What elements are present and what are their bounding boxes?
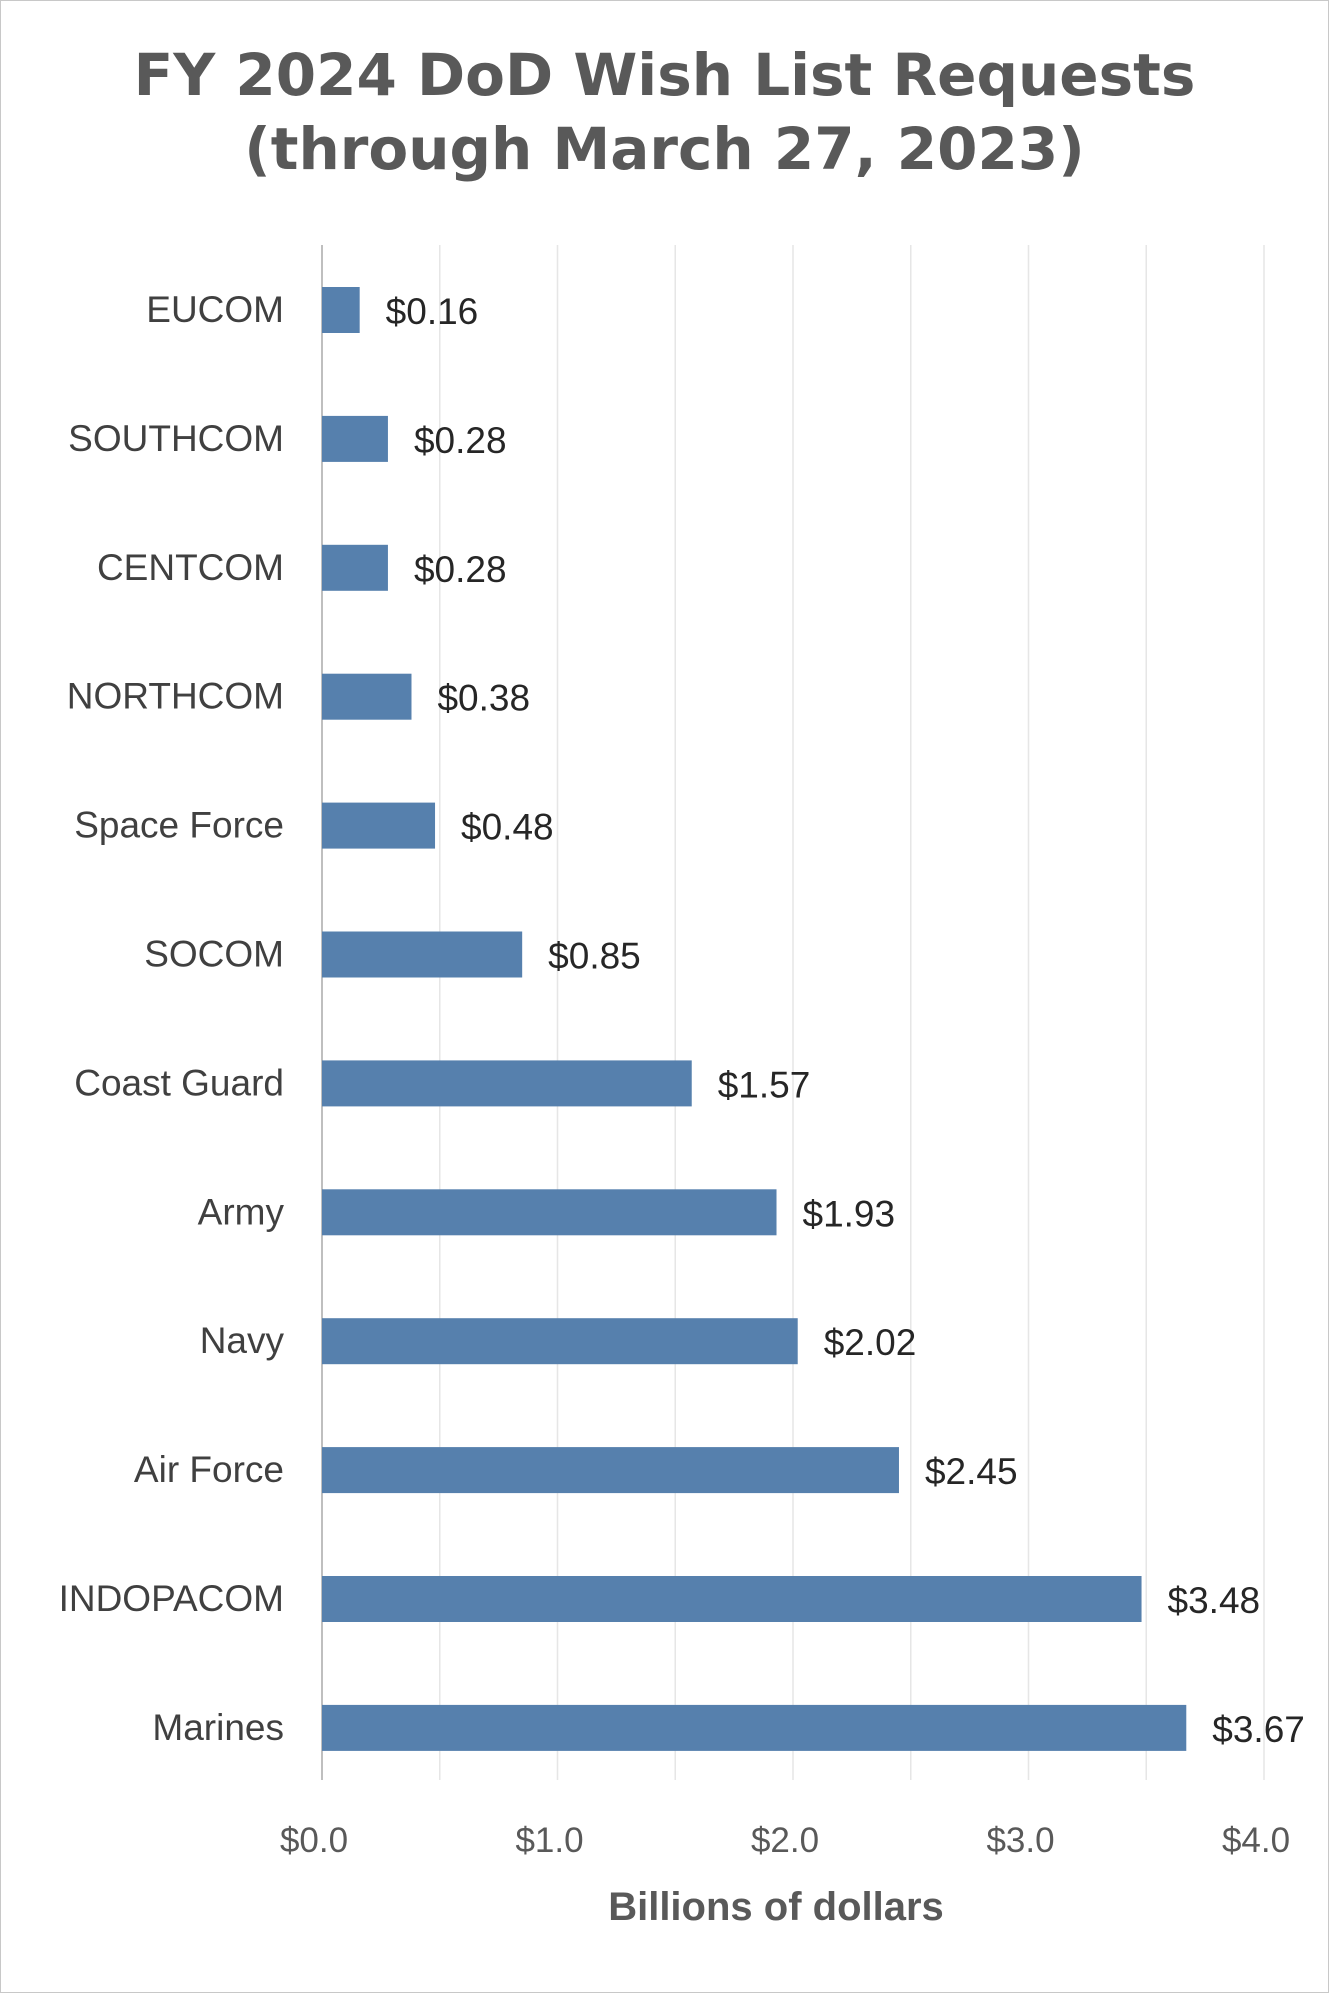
category-label: Navy: [200, 1320, 285, 1361]
category-label: Coast Guard: [74, 1062, 284, 1103]
category-label: EUCOM: [146, 289, 284, 330]
chart-subtitle: (through March 27, 2023): [244, 115, 1085, 183]
category-label: Marines: [152, 1707, 284, 1748]
data-label: $0.85: [548, 936, 641, 977]
bar-navy: [322, 1318, 798, 1365]
bar-socom: [322, 931, 523, 978]
data-label: $3.67: [1212, 1709, 1305, 1750]
bar-southcom: [322, 415, 388, 462]
x-tick-label: $1.0: [515, 1821, 583, 1860]
data-label: $0.16: [386, 291, 479, 332]
category-label: SOUTHCOM: [68, 418, 284, 459]
category-label: CENTCOM: [97, 547, 284, 588]
x-tick-label: $0.0: [280, 1821, 348, 1860]
chart-title-block: FY 2024 DoD Wish List Requests (through …: [0, 38, 1329, 186]
data-label: $3.48: [1168, 1580, 1261, 1621]
bar-marines: [322, 1704, 1187, 1751]
data-label: $0.28: [414, 549, 507, 590]
data-label: $1.57: [718, 1064, 811, 1105]
data-label: $0.48: [461, 807, 554, 848]
data-label: $0.38: [437, 678, 530, 719]
category-label: NORTHCOM: [67, 676, 284, 717]
data-label: $1.93: [803, 1193, 896, 1234]
x-tick-label: $4.0: [1222, 1821, 1290, 1860]
data-label: $0.28: [414, 420, 507, 461]
x-tick-labels: $0.0 $1.0 $2.0 $3.0 $4.0: [280, 1821, 1290, 1860]
bar-army: [322, 1189, 777, 1236]
bar-air-force: [322, 1447, 899, 1494]
x-axis-label: Billions of dollars: [608, 1885, 944, 1929]
category-label: SOCOM: [144, 934, 284, 975]
data-label: $2.45: [925, 1451, 1018, 1492]
data-labels: $0.16 $0.28 $0.28 $0.38 $0.48 $0.85 $1.57 $1.93…: [386, 291, 1305, 1750]
bar-northcom: [322, 673, 412, 720]
bar-space-force: [322, 802, 436, 849]
category-label: Army: [198, 1191, 285, 1232]
bar-coast-guard: [322, 1060, 692, 1107]
data-label: $2.02: [824, 1322, 917, 1363]
x-tick-label: $2.0: [751, 1821, 819, 1860]
bar-eucom: [322, 287, 360, 333]
category-labels: EUCOM SOUTHCOM CENTCOM NORTHCOM Space Force S…: [59, 289, 285, 1748]
category-label: Space Force: [74, 805, 284, 846]
gridlines: [321, 245, 1265, 1780]
category-label: Air Force: [134, 1449, 284, 1490]
bar-centcom: [322, 544, 388, 591]
bar-indopacom: [322, 1576, 1142, 1622]
chart-title: FY 2024 DoD Wish List Requests: [133, 41, 1196, 109]
category-label: INDOPACOM: [59, 1578, 284, 1619]
x-tick-label: $3.0: [986, 1821, 1054, 1860]
bars: [322, 287, 1187, 1751]
